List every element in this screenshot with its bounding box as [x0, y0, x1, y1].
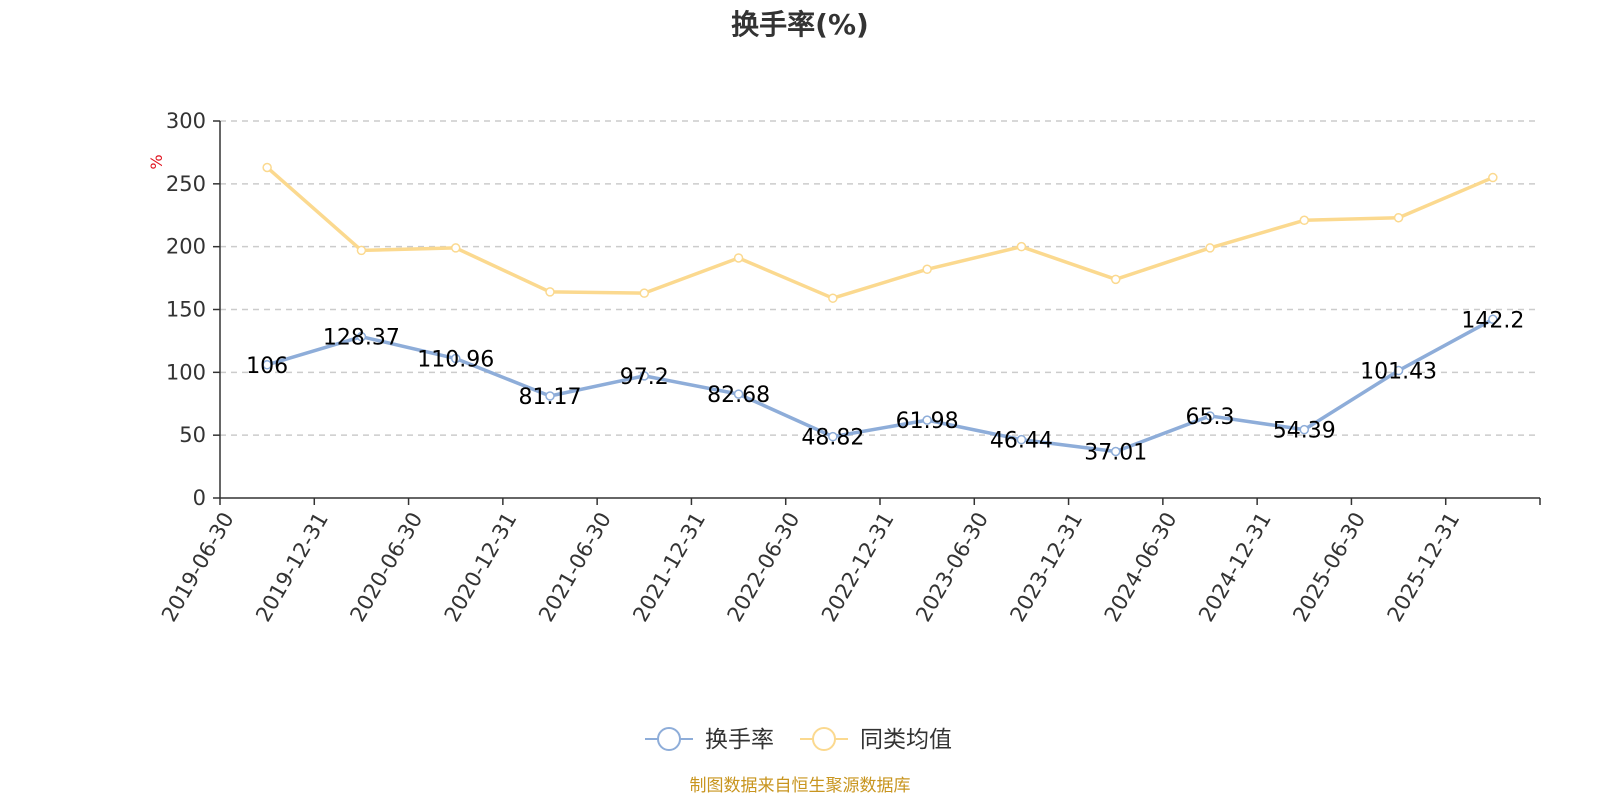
data-label: 97.2: [620, 365, 669, 390]
data-label: 48.82: [801, 426, 864, 451]
data-point: [639, 371, 650, 381]
data-labels: 106 128.37 110.96 81.17 97.2 82.68 48.82 61.98 4…: [246, 308, 1524, 465]
y-tick-label: 150: [166, 298, 206, 322]
x-tick-label: 2021-06-30: [534, 508, 616, 626]
data-point: [733, 253, 744, 263]
y-tick-label: 50: [179, 423, 206, 447]
data-point: [356, 331, 367, 342]
series-layer: [262, 162, 1498, 457]
data-point: [545, 287, 555, 297]
data-point: [639, 288, 650, 298]
data-point: [1016, 241, 1027, 252]
data-point: [1016, 434, 1027, 445]
data-label: 128.37: [323, 326, 400, 351]
data-point: [450, 353, 461, 364]
data-label: 54.39: [1273, 419, 1336, 444]
x-tick-label: 2024-06-30: [1100, 508, 1182, 626]
x-tick-label: 2023-06-30: [911, 508, 993, 626]
y-tick-label: 300: [166, 109, 206, 133]
x-tick-label: 2023-12-31: [1005, 508, 1087, 626]
data-point: [1110, 446, 1121, 457]
x-tick-label: 2022-06-30: [723, 508, 805, 626]
data-label: 142.2: [1461, 308, 1524, 333]
data-point: [828, 293, 838, 303]
data-point: [356, 245, 367, 256]
x-tick-label: 2020-12-31: [440, 508, 522, 626]
data-point: [1205, 411, 1215, 421]
x-tick-label: 2020-06-30: [345, 508, 427, 626]
x-tick-label: 2025-06-30: [1288, 508, 1370, 626]
x-tick-label: 2021-12-31: [628, 508, 710, 626]
data-point: [922, 415, 932, 425]
x-tick-label: 2019-12-31: [251, 508, 333, 626]
legend-marker: [812, 727, 836, 751]
data-point: [828, 431, 838, 442]
data-label: 106: [246, 354, 288, 379]
series-line-1: [265, 166, 1494, 300]
data-point: [1299, 215, 1310, 226]
legend-label: 换手率: [705, 727, 774, 753]
data-point: [922, 264, 932, 275]
legend-marker: [657, 727, 681, 751]
grid-lines: [220, 120, 1540, 436]
data-point: [1488, 314, 1498, 325]
data-label: 46.44: [990, 429, 1053, 454]
data-point: [262, 162, 272, 173]
series-line-0: [266, 317, 1494, 454]
data-point: [1299, 424, 1310, 435]
data-point: [1110, 274, 1121, 285]
chart-title: 换手率(%): [731, 8, 869, 41]
data-label: 37.01: [1084, 440, 1147, 465]
y-axis-unit-label: %: [147, 154, 166, 169]
data-label: 61.98: [896, 409, 959, 434]
data-label: 110.96: [417, 348, 494, 373]
y-tick-label: 0: [193, 486, 206, 510]
data-point: [450, 243, 461, 253]
data-label: 82.68: [707, 383, 770, 408]
data-label: 101.43: [1360, 360, 1437, 385]
y-tick-label: 250: [166, 172, 206, 196]
data-point: [262, 360, 272, 370]
y-tick-label: 100: [166, 360, 206, 384]
data-point: [1393, 365, 1404, 376]
data-point: [1393, 213, 1404, 223]
data-point: [545, 391, 555, 401]
x-tick-label: 2022-12-31: [817, 508, 899, 626]
data-point: [1488, 172, 1498, 183]
data-point: [1205, 243, 1215, 253]
y-tick-label: 200: [166, 235, 206, 259]
data-label: 81.17: [519, 385, 582, 410]
legend: 换手率 同类均值: [645, 727, 952, 753]
data-source-note: 制图数据来自恒生聚源数据库: [690, 776, 911, 796]
x-tick-label: 2024-12-31: [1194, 508, 1276, 626]
legend-label: 同类均值: [860, 727, 952, 753]
x-tick-label: 2019-06-30: [157, 508, 239, 626]
data-label: 65.3: [1186, 405, 1235, 430]
x-tick-label: 2025-12-31: [1383, 508, 1465, 626]
data-point: [733, 389, 744, 399]
